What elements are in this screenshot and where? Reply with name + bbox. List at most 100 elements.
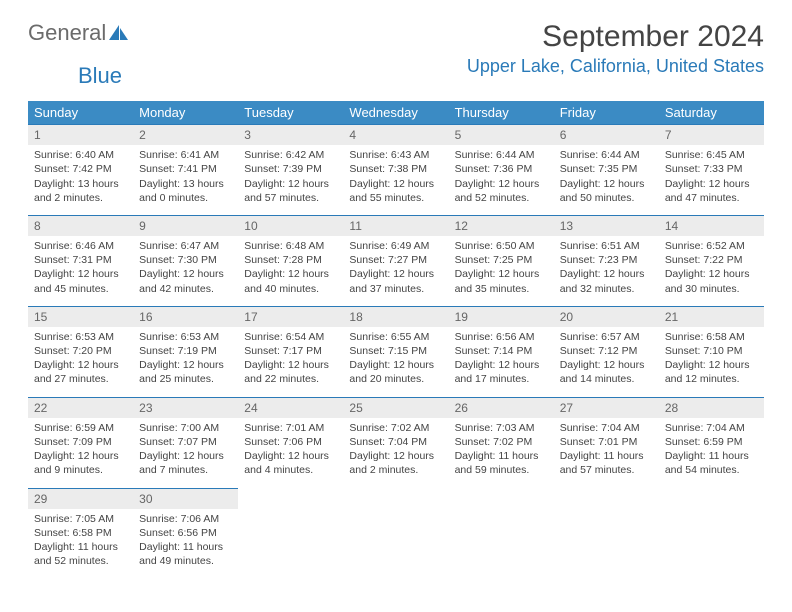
day-cell: Sunrise: 6:55 AMSunset: 7:15 PMDaylight:… — [343, 327, 448, 397]
day-cell: Sunrise: 7:00 AMSunset: 7:07 PMDaylight:… — [133, 418, 238, 488]
sunset-text: Sunset: 7:20 PM — [34, 344, 127, 358]
sunset-text: Sunset: 7:30 PM — [139, 253, 232, 267]
sunset-text: Sunset: 7:19 PM — [139, 344, 232, 358]
sunset-text: Sunset: 7:35 PM — [560, 162, 653, 176]
day-number: 7 — [659, 125, 764, 146]
daylight-text: Daylight: 13 hours and 0 minutes. — [139, 177, 232, 205]
sunset-text: Sunset: 7:15 PM — [349, 344, 442, 358]
sunrise-text: Sunrise: 6:51 AM — [560, 239, 653, 253]
day-cell — [659, 509, 764, 579]
day-cell — [449, 509, 554, 579]
day-number: 11 — [343, 215, 448, 236]
sunrise-text: Sunrise: 6:56 AM — [455, 330, 548, 344]
sunrise-text: Sunrise: 6:53 AM — [34, 330, 127, 344]
sunrise-text: Sunrise: 6:53 AM — [139, 330, 232, 344]
day-cell — [554, 509, 659, 579]
sunset-text: Sunset: 7:41 PM — [139, 162, 232, 176]
daylight-text: Daylight: 12 hours and 42 minutes. — [139, 267, 232, 295]
sunset-text: Sunset: 7:23 PM — [560, 253, 653, 267]
daylight-text: Daylight: 12 hours and 30 minutes. — [665, 267, 758, 295]
daylight-text: Daylight: 12 hours and 20 minutes. — [349, 358, 442, 386]
daylight-text: Daylight: 12 hours and 40 minutes. — [244, 267, 337, 295]
daylight-text: Daylight: 12 hours and 47 minutes. — [665, 177, 758, 205]
daylight-text: Daylight: 12 hours and 25 minutes. — [139, 358, 232, 386]
day-number: 1 — [28, 125, 133, 146]
day-content-row: Sunrise: 6:59 AMSunset: 7:09 PMDaylight:… — [28, 418, 764, 488]
day-cell: Sunrise: 7:05 AMSunset: 6:58 PMDaylight:… — [28, 509, 133, 579]
day-number: 25 — [343, 397, 448, 418]
sunset-text: Sunset: 6:56 PM — [139, 526, 232, 540]
day-number: 14 — [659, 215, 764, 236]
day-cell: Sunrise: 6:42 AMSunset: 7:39 PMDaylight:… — [238, 145, 343, 215]
day-cell: Sunrise: 6:53 AMSunset: 7:20 PMDaylight:… — [28, 327, 133, 397]
daylight-text: Daylight: 13 hours and 2 minutes. — [34, 177, 127, 205]
daylight-text: Daylight: 12 hours and 4 minutes. — [244, 449, 337, 477]
day-number-row: 22232425262728 — [28, 397, 764, 418]
day-number: 30 — [133, 488, 238, 509]
sunset-text: Sunset: 7:27 PM — [349, 253, 442, 267]
daylight-text: Daylight: 12 hours and 22 minutes. — [244, 358, 337, 386]
sunset-text: Sunset: 7:12 PM — [560, 344, 653, 358]
day-cell: Sunrise: 6:45 AMSunset: 7:33 PMDaylight:… — [659, 145, 764, 215]
sunrise-text: Sunrise: 6:57 AM — [560, 330, 653, 344]
day-number: 22 — [28, 397, 133, 418]
sunrise-text: Sunrise: 7:05 AM — [34, 512, 127, 526]
sunset-text: Sunset: 7:04 PM — [349, 435, 442, 449]
daylight-text: Daylight: 11 hours and 57 minutes. — [560, 449, 653, 477]
sunset-text: Sunset: 7:10 PM — [665, 344, 758, 358]
day-number — [659, 488, 764, 509]
sunrise-text: Sunrise: 6:50 AM — [455, 239, 548, 253]
day-cell: Sunrise: 6:41 AMSunset: 7:41 PMDaylight:… — [133, 145, 238, 215]
daylight-text: Daylight: 12 hours and 14 minutes. — [560, 358, 653, 386]
daylight-text: Daylight: 11 hours and 49 minutes. — [139, 540, 232, 568]
location: Upper Lake, California, United States — [467, 56, 764, 77]
day-cell — [343, 509, 448, 579]
day-number — [449, 488, 554, 509]
day-number: 18 — [343, 306, 448, 327]
sunrise-text: Sunrise: 6:44 AM — [560, 148, 653, 162]
day-cell: Sunrise: 6:51 AMSunset: 7:23 PMDaylight:… — [554, 236, 659, 306]
sunrise-text: Sunrise: 7:01 AM — [244, 421, 337, 435]
logo-text-2: Blue — [78, 63, 122, 88]
day-number — [554, 488, 659, 509]
day-cell: Sunrise: 6:52 AMSunset: 7:22 PMDaylight:… — [659, 236, 764, 306]
day-number: 29 — [28, 488, 133, 509]
day-cell: Sunrise: 6:53 AMSunset: 7:19 PMDaylight:… — [133, 327, 238, 397]
sunset-text: Sunset: 7:09 PM — [34, 435, 127, 449]
sunrise-text: Sunrise: 7:04 AM — [665, 421, 758, 435]
day-number: 19 — [449, 306, 554, 327]
sunset-text: Sunset: 7:25 PM — [455, 253, 548, 267]
weekday-header: Friday — [554, 101, 659, 125]
weekday-header: Wednesday — [343, 101, 448, 125]
weekday-header: Thursday — [449, 101, 554, 125]
sunrise-text: Sunrise: 6:55 AM — [349, 330, 442, 344]
sunset-text: Sunset: 7:14 PM — [455, 344, 548, 358]
day-cell: Sunrise: 7:02 AMSunset: 7:04 PMDaylight:… — [343, 418, 448, 488]
day-cell: Sunrise: 6:49 AMSunset: 7:27 PMDaylight:… — [343, 236, 448, 306]
day-cell: Sunrise: 7:04 AMSunset: 6:59 PMDaylight:… — [659, 418, 764, 488]
day-number: 9 — [133, 215, 238, 236]
sunrise-text: Sunrise: 6:42 AM — [244, 148, 337, 162]
day-cell: Sunrise: 7:01 AMSunset: 7:06 PMDaylight:… — [238, 418, 343, 488]
day-cell: Sunrise: 6:57 AMSunset: 7:12 PMDaylight:… — [554, 327, 659, 397]
calendar-table: Sunday Monday Tuesday Wednesday Thursday… — [28, 101, 764, 578]
daylight-text: Daylight: 12 hours and 50 minutes. — [560, 177, 653, 205]
sunrise-text: Sunrise: 7:04 AM — [560, 421, 653, 435]
sunrise-text: Sunrise: 6:58 AM — [665, 330, 758, 344]
daylight-text: Daylight: 12 hours and 35 minutes. — [455, 267, 548, 295]
sunrise-text: Sunrise: 6:46 AM — [34, 239, 127, 253]
day-number: 16 — [133, 306, 238, 327]
weekday-header: Saturday — [659, 101, 764, 125]
month-title: September 2024 — [467, 20, 764, 54]
day-cell: Sunrise: 6:56 AMSunset: 7:14 PMDaylight:… — [449, 327, 554, 397]
sunrise-text: Sunrise: 7:03 AM — [455, 421, 548, 435]
sunset-text: Sunset: 6:58 PM — [34, 526, 127, 540]
sunrise-text: Sunrise: 6:48 AM — [244, 239, 337, 253]
day-cell: Sunrise: 7:06 AMSunset: 6:56 PMDaylight:… — [133, 509, 238, 579]
day-number: 12 — [449, 215, 554, 236]
day-cell: Sunrise: 6:47 AMSunset: 7:30 PMDaylight:… — [133, 236, 238, 306]
sunset-text: Sunset: 7:17 PM — [244, 344, 337, 358]
sunset-text: Sunset: 7:33 PM — [665, 162, 758, 176]
day-number: 15 — [28, 306, 133, 327]
day-cell: Sunrise: 6:54 AMSunset: 7:17 PMDaylight:… — [238, 327, 343, 397]
